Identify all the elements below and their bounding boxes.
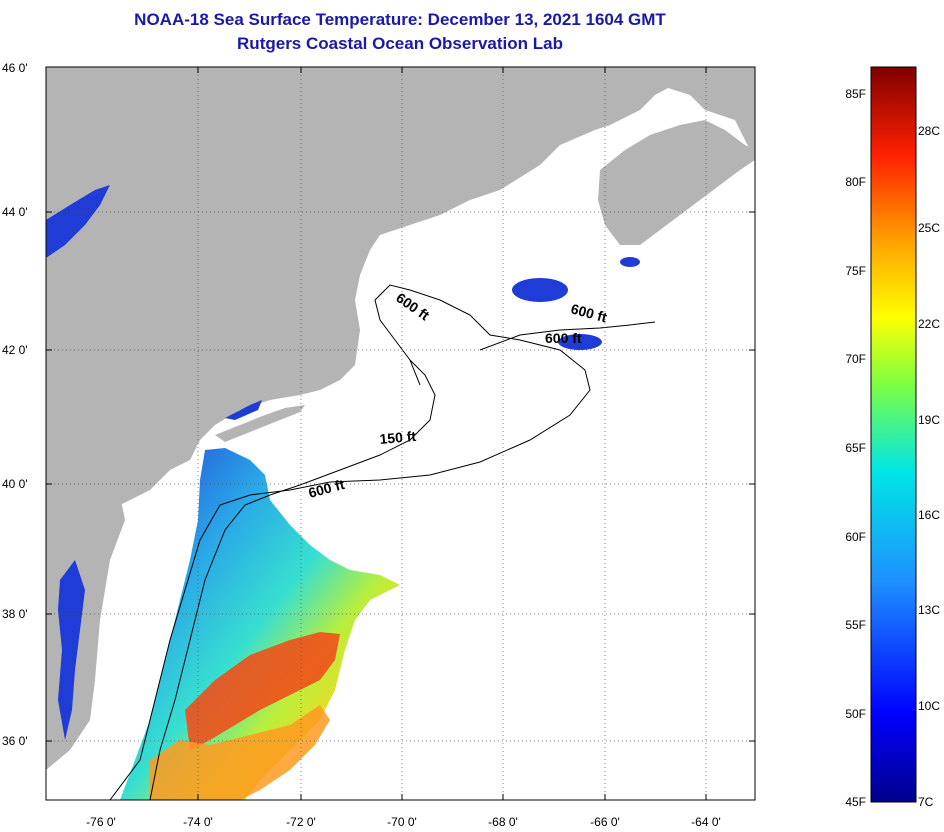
cb-label-25c: 25C bbox=[918, 221, 941, 235]
map-title: NOAA-18 Sea Surface Temperature: Decembe… bbox=[134, 10, 666, 29]
land-mainland bbox=[46, 67, 755, 770]
cb-label-85f: 85F bbox=[845, 87, 866, 101]
contour-150ft-line bbox=[149, 359, 436, 800]
plot-border bbox=[45, 66, 756, 801]
land-nova-scotia bbox=[598, 120, 755, 245]
cold-patch-bay-of-fundy bbox=[620, 257, 640, 267]
x-label-74: -74 0' bbox=[183, 815, 213, 829]
cb-label-16c: 16C bbox=[918, 508, 941, 522]
axis-ticks bbox=[46, 67, 755, 800]
x-label-64: -64 0' bbox=[691, 815, 721, 829]
cb-label-19c: 19C bbox=[918, 413, 941, 427]
cold-patch-gulf-of-maine bbox=[512, 278, 568, 302]
x-label-68: -68 0' bbox=[488, 815, 518, 829]
cb-label-7c: 7C bbox=[918, 795, 934, 809]
cb-label-45f: 45F bbox=[845, 795, 866, 809]
cold-patch-georges bbox=[558, 334, 602, 350]
y-label-36: 36 0' bbox=[2, 734, 28, 748]
contour-label-600-c: 600 ft bbox=[545, 330, 582, 346]
lake-ontario bbox=[46, 185, 110, 258]
long-island-sound bbox=[225, 400, 262, 420]
cb-label-10c: 10C bbox=[918, 699, 941, 713]
x-label-70: -70 0' bbox=[387, 815, 417, 829]
map-subtitle: Rutgers Coastal Ocean Observation Lab bbox=[237, 34, 563, 53]
cb-label-55f: 55F bbox=[845, 618, 866, 632]
cb-label-13c: 13C bbox=[918, 603, 941, 617]
cb-label-75f: 75F bbox=[845, 264, 866, 278]
y-label-38: 38 0' bbox=[2, 607, 28, 621]
y-label-44: 44 0' bbox=[2, 205, 28, 219]
y-label-42: 42 0' bbox=[2, 343, 28, 357]
cb-label-65f: 65F bbox=[845, 441, 866, 455]
contour-georges-line bbox=[479, 321, 656, 351]
y-label-40: 40 0' bbox=[2, 477, 28, 491]
colorbar bbox=[870, 66, 917, 803]
contour-label-150: 150 ft bbox=[379, 428, 417, 447]
cb-label-60f: 60F bbox=[845, 530, 866, 544]
x-label-66: -66 0' bbox=[590, 815, 620, 829]
cb-label-80f: 80F bbox=[845, 175, 866, 189]
land-long-island bbox=[215, 405, 305, 442]
x-label-76: -76 0' bbox=[86, 815, 116, 829]
gulf-stream-orange bbox=[150, 705, 330, 800]
y-label-46: 46 0' bbox=[2, 61, 28, 75]
contour-600ft-line bbox=[109, 284, 591, 800]
cb-label-70f: 70F bbox=[845, 352, 866, 366]
chesapeake-bay bbox=[58, 560, 85, 740]
gulf-stream-warm-band bbox=[185, 632, 340, 750]
cb-label-50f: 50F bbox=[845, 707, 866, 721]
cb-label-28c: 28C bbox=[918, 124, 941, 138]
cb-label-22c: 22C bbox=[918, 317, 941, 331]
x-label-72: -72 0' bbox=[286, 815, 316, 829]
